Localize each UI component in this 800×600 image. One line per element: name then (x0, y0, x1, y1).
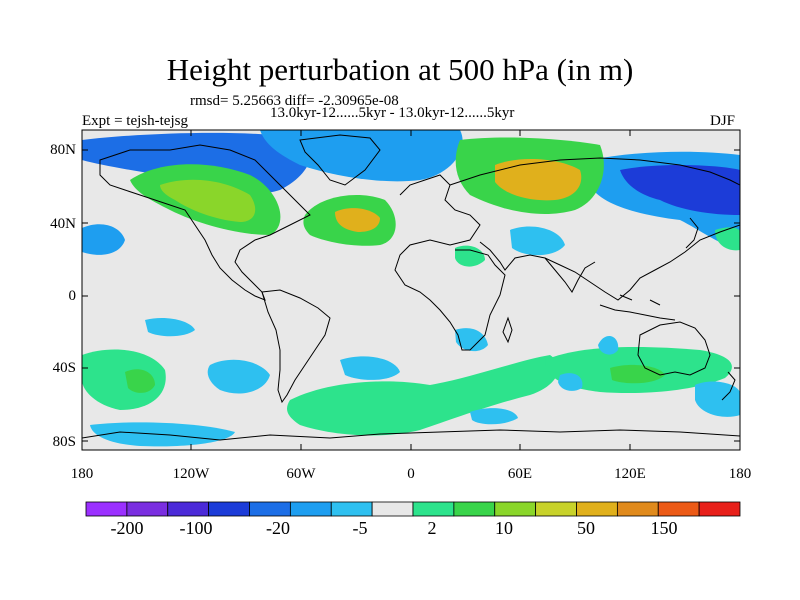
colorbar-box (289, 501, 332, 517)
coast-indonesia (599, 294, 676, 321)
lon-label-0: 0 (407, 466, 415, 482)
contour-neg-south-pacific (207, 359, 270, 394)
contour-neg-south-pacific-small (145, 318, 195, 337)
colorbar-box (576, 501, 618, 517)
lat-label-40n: 40N (50, 216, 76, 232)
colorbar-label: -20 (266, 518, 290, 538)
contour-pos-southern-ocean (287, 355, 559, 436)
colorbar-box (412, 501, 455, 517)
contour-neg-southern-indian (558, 373, 583, 391)
colorbar-box (85, 501, 128, 517)
colorbar-box (330, 501, 373, 517)
colorbar-box (126, 501, 169, 517)
contour-pos-pacific-east (715, 227, 740, 251)
lat-label-0: 0 (68, 288, 77, 304)
colorbar-box (657, 501, 700, 517)
colorbar-box (453, 501, 496, 517)
colorbar-box (698, 501, 741, 517)
contour-pos-mediterranean (455, 245, 485, 267)
season-label: DJF (710, 113, 736, 129)
coast-madagascar (502, 316, 513, 344)
contour-neg-west-atlantic (82, 224, 125, 255)
coast-australia (637, 321, 711, 376)
coast-new-zealand (721, 371, 736, 401)
colorbar-box (371, 501, 414, 517)
lat-label-40s: 40S (52, 360, 76, 376)
lon-label-120e: 120E (614, 466, 646, 482)
contour-neg-south-atlantic (340, 356, 400, 380)
colorbar-box (249, 501, 291, 517)
axis-ticks (81, 130, 741, 450)
contour-pos-atlantic-core (335, 208, 380, 232)
stats-line: rmsd= 5.25663 diff= -2.30965e-08 (190, 93, 399, 109)
coastlines (82, 134, 740, 441)
coast-asia (449, 157, 740, 301)
contour-fields (82, 130, 740, 447)
contour-neg-arctic (260, 130, 463, 182)
colorbar-label: 2 (427, 518, 437, 538)
contour-pos-siberia-core (495, 158, 582, 201)
lon-label-60e: 60E (507, 466, 533, 482)
colorbar-box (208, 501, 250, 517)
colorbar-label: -5 (352, 518, 368, 538)
colorbar-label: 150 (650, 518, 678, 538)
lon-label-180e: 180 (728, 466, 752, 482)
contour-neg-south-africa (455, 328, 488, 352)
colorbar-box (167, 501, 210, 517)
lon-label-60w: 60W (286, 466, 316, 482)
contour-neg-antarctic-mid (470, 408, 518, 425)
lat-label-80s: 80S (52, 434, 76, 450)
coast-india (544, 257, 596, 293)
contour-pos-south-pacific-west (82, 349, 166, 410)
colorbar-box (616, 501, 659, 517)
contour-neg-east-asia-core (620, 165, 740, 215)
contour-pos-south-pacific-core (125, 369, 155, 393)
contour-neg-south-indian-west (598, 335, 619, 355)
coast-greenland (299, 134, 381, 186)
contour-neg-central-asia (510, 226, 565, 256)
coast-south-america (261, 289, 331, 404)
colorbar-label: -100 (179, 518, 213, 538)
contour-pos-north-america-core (160, 179, 256, 222)
lon-label-180w: 180 (70, 466, 94, 482)
colorbar-box (494, 501, 537, 517)
contour-neg-pacific-south (695, 381, 740, 417)
coast-antarctica (82, 429, 740, 441)
colorbar-label: 50 (577, 518, 595, 538)
colorbar-label: -200 (110, 518, 144, 538)
coast-japan (685, 217, 699, 249)
colorbar (85, 501, 741, 517)
period-line: 13.0kyr-12......5kyr - 13.0kyr-12......5… (270, 105, 515, 121)
contour-pos-southern-indian-core (610, 364, 665, 384)
chart-title: Height perturbation at 500 hPa (in m) (166, 52, 634, 87)
coast-north-america (99, 144, 311, 301)
colorbar-label: 10 (495, 518, 513, 538)
experiment-label: Expt = tejsh-tejsg (82, 113, 188, 129)
coast-europe-africa (394, 174, 506, 351)
lon-label-120w: 120W (172, 466, 210, 482)
lat-label-80n: 80N (50, 142, 76, 158)
colorbar-box (535, 501, 577, 517)
